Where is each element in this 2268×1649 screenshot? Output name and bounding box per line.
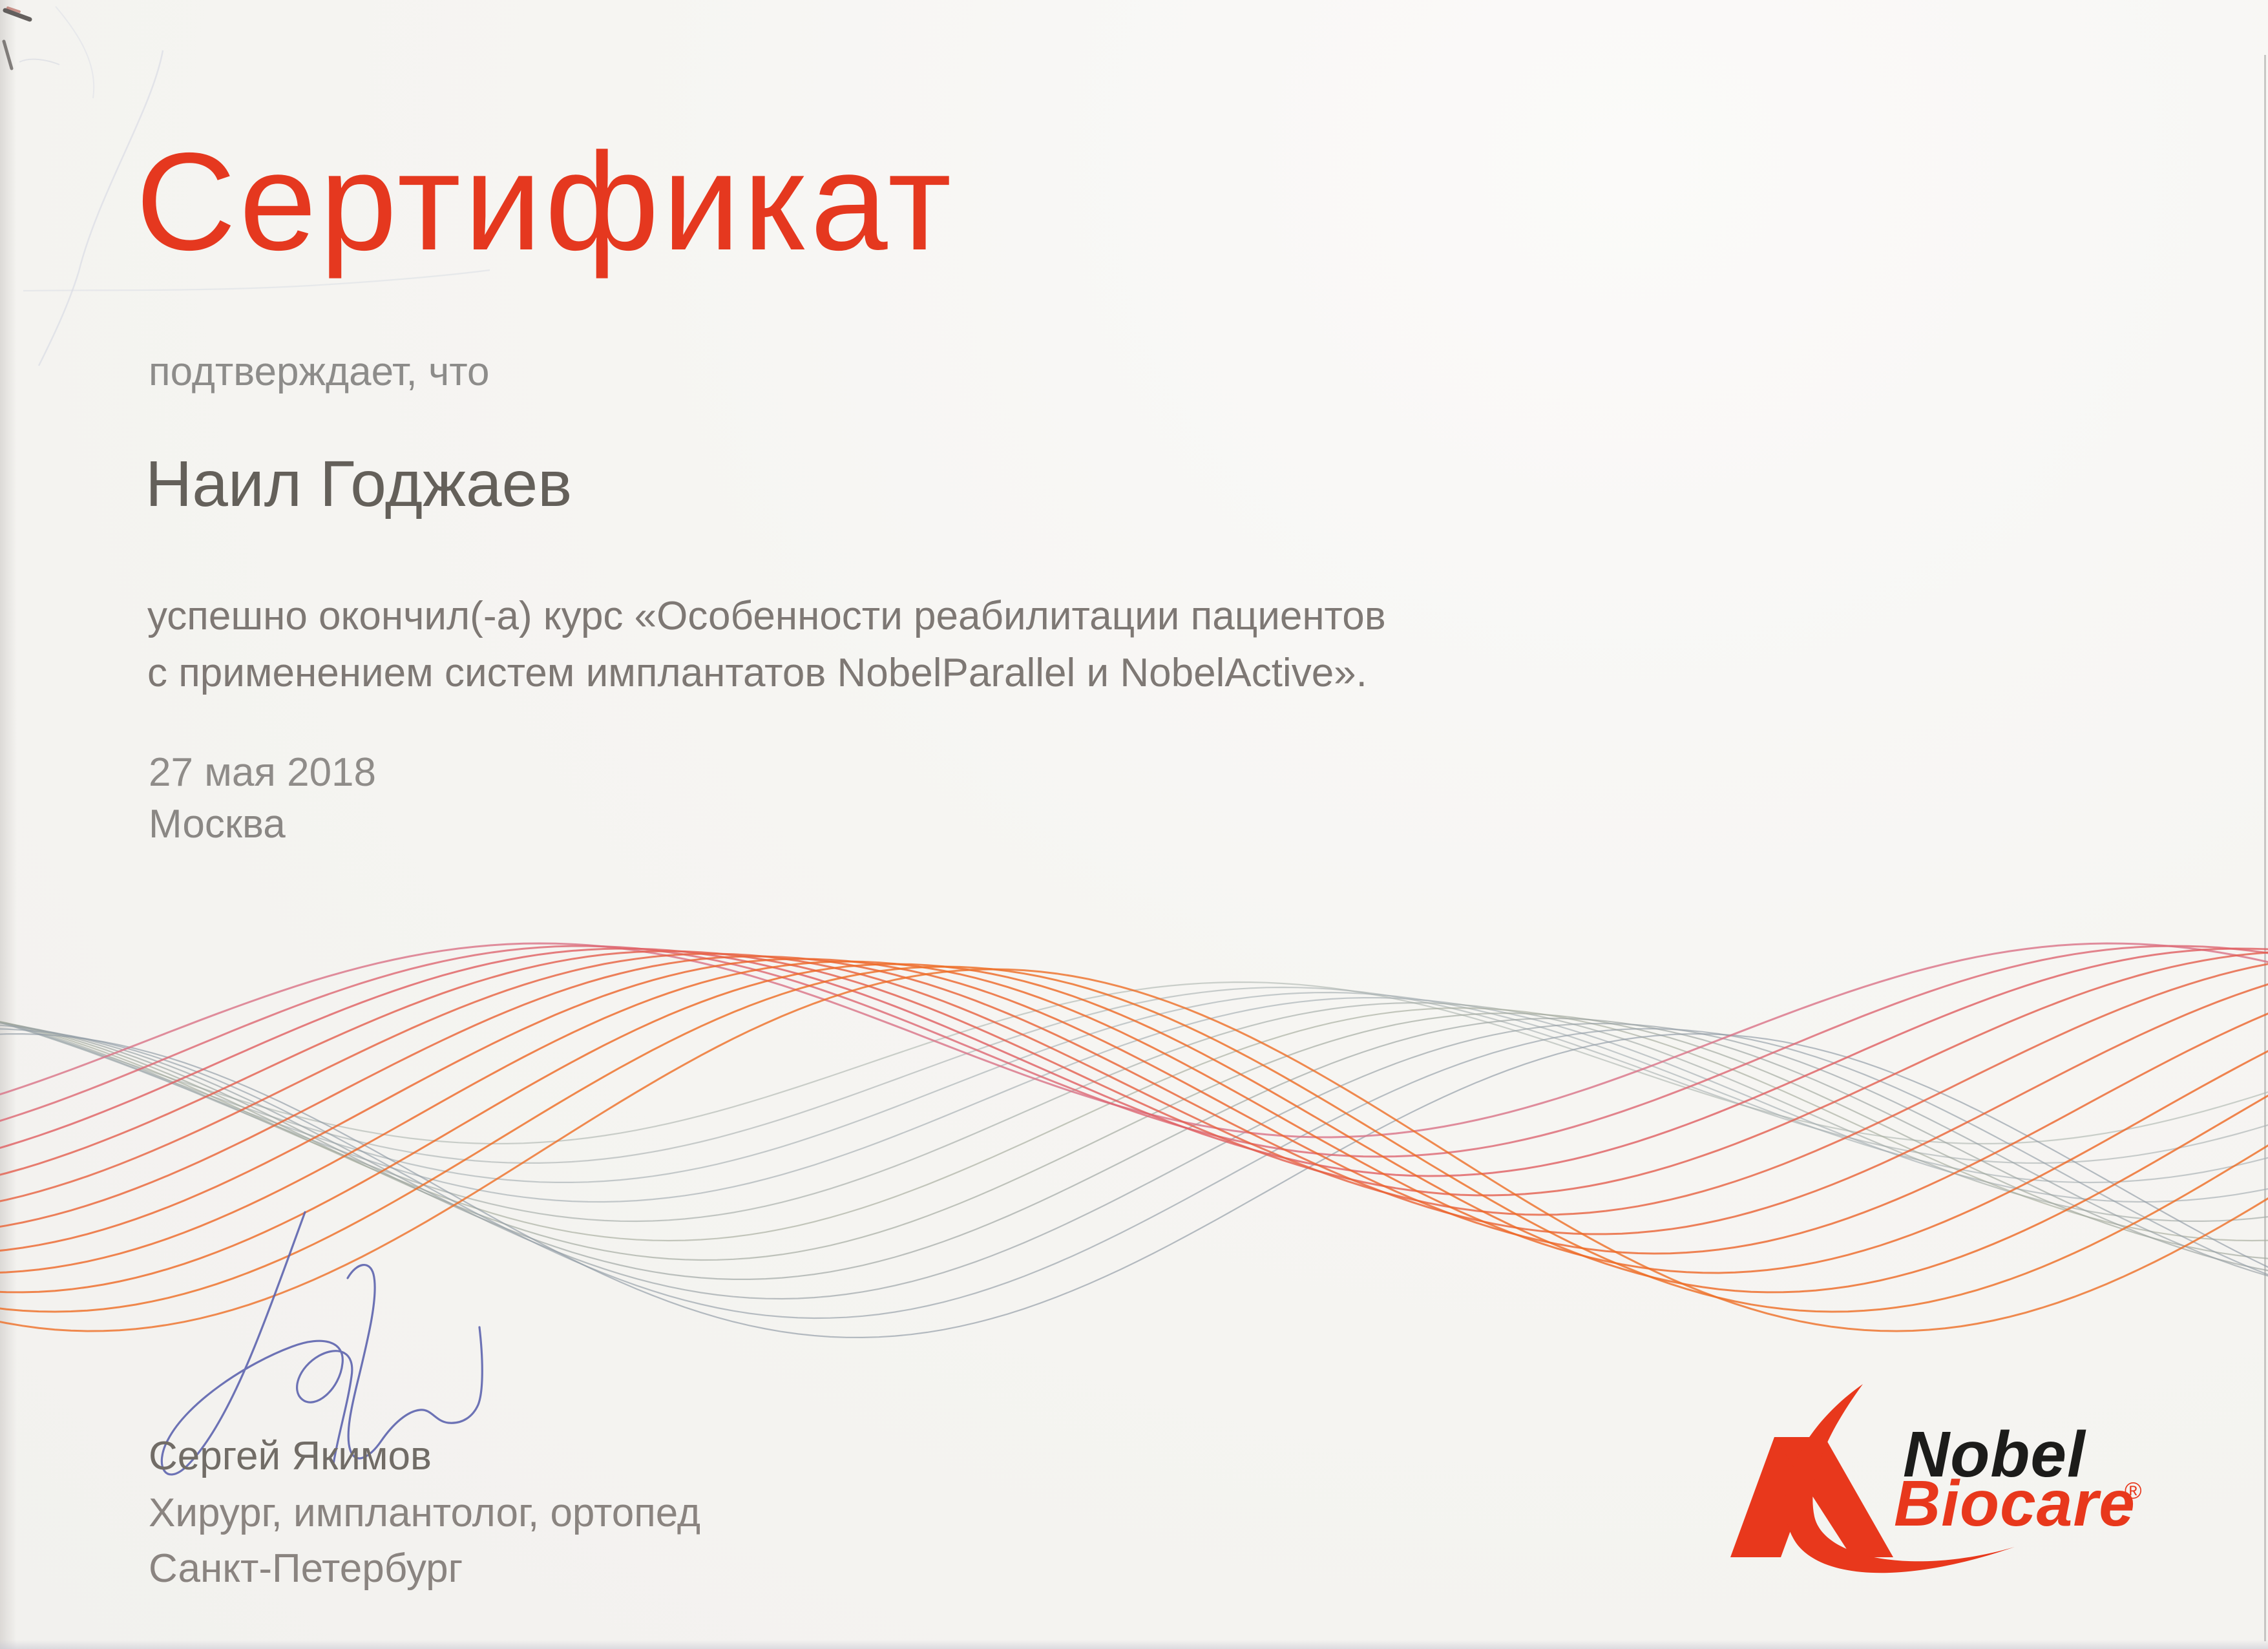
signer-title: Хирург, имплантолог, ортопед [149, 1491, 701, 1535]
event-date: 27 мая 2018 [149, 750, 377, 795]
confirmation-line: подтверждает, что [149, 350, 490, 394]
certificate-title: Сертификат [136, 123, 955, 279]
recipient-name: Наил Годжаев [145, 448, 572, 520]
scan-edge-left [0, 0, 17, 1649]
nobel-biocare-n-swoosh-icon [1730, 1384, 2015, 1573]
scan-edge-right [2264, 55, 2266, 1641]
scan-edge-bottom [0, 1640, 2268, 1649]
signer-city: Санкт-Петербург [149, 1546, 463, 1591]
handwritten-signature [160, 1211, 483, 1476]
event-city: Москва [149, 802, 286, 846]
signer-name: Сергей Якимов [149, 1434, 432, 1478]
course-description-line1: успешно окончил(-а) курс «Особенности ре… [147, 594, 1386, 638]
nobel-biocare-logo: Nobel Biocare ® [1712, 1376, 2190, 1596]
course-description-line2: с применением систем имплантатов NobelPa… [147, 651, 1367, 695]
logo-word-biocare: Biocare [1894, 1467, 2136, 1540]
logo-word-nobel: Nobel [1903, 1418, 2086, 1491]
registered-trademark-icon: ® [2125, 1477, 2142, 1504]
